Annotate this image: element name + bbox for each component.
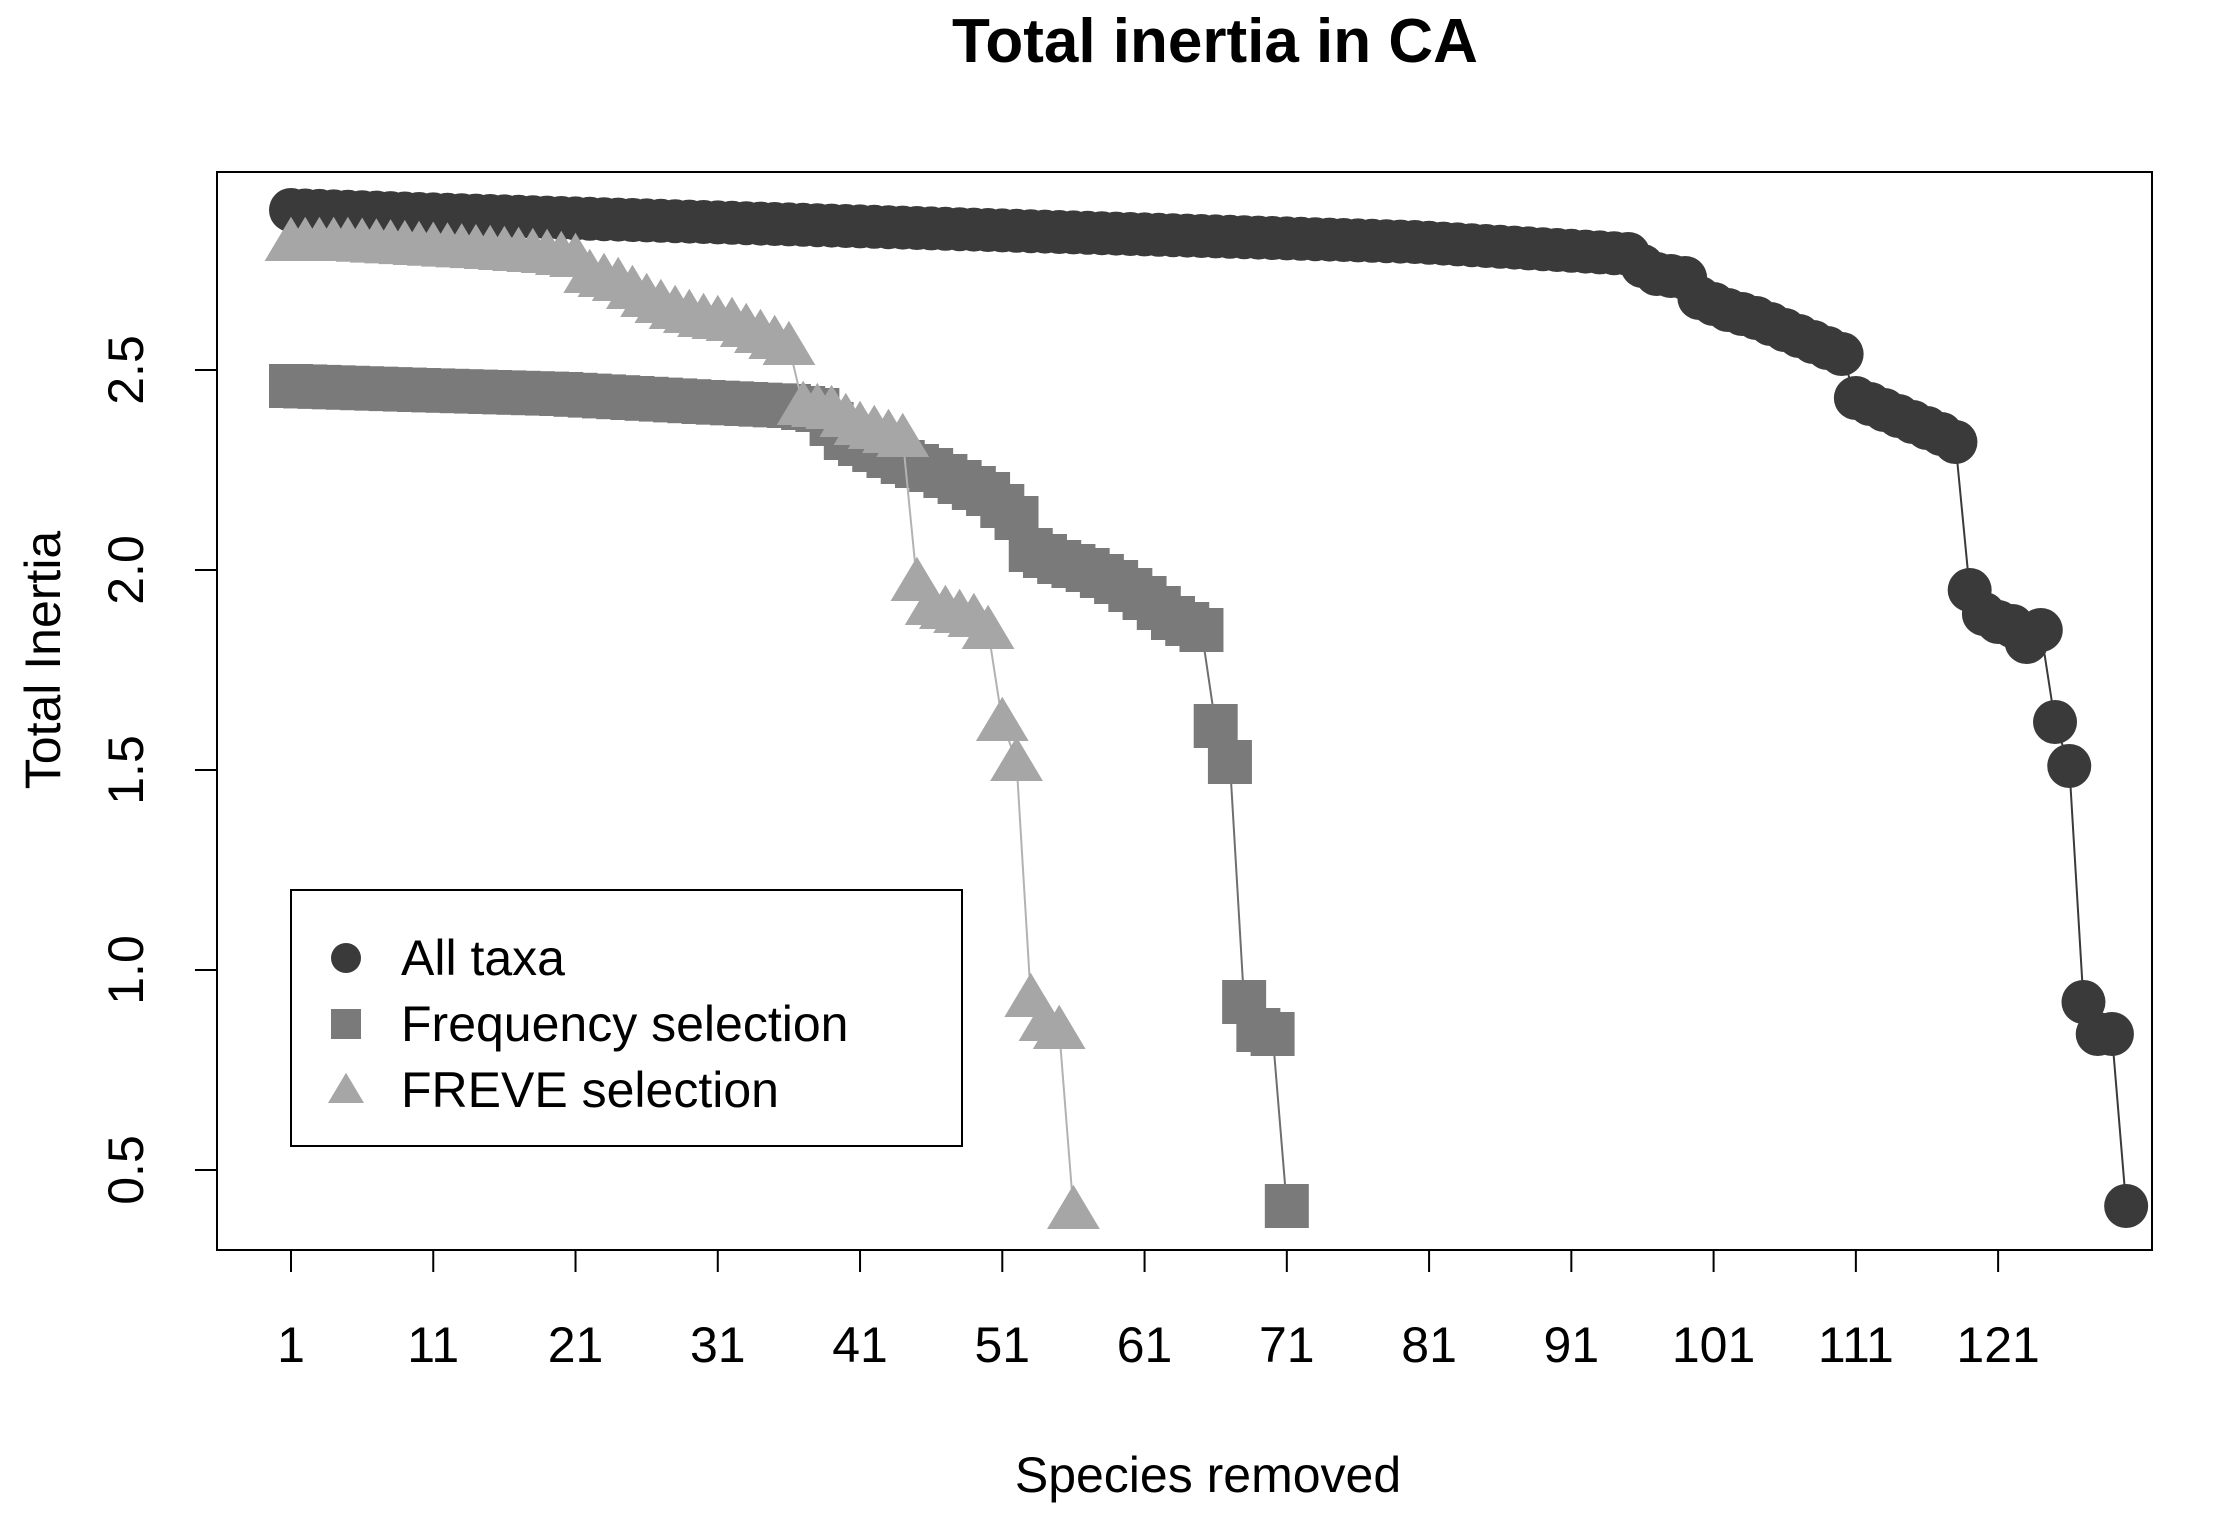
y-tick-label: 2.0 bbox=[98, 535, 154, 605]
y-axis: 0.5 1.0 1.5 2.0 2.5 bbox=[98, 335, 218, 1205]
legend-marker bbox=[331, 1009, 361, 1039]
x-tick-label: 91 bbox=[1544, 1317, 1600, 1373]
x-tick-label: 61 bbox=[1117, 1317, 1173, 1373]
data-point bbox=[1264, 1184, 1309, 1228]
legend-box bbox=[290, 889, 963, 1147]
x-axis-label: Species removed bbox=[1015, 1447, 1401, 1503]
data-point bbox=[2018, 608, 2063, 652]
x-tick-label: 11 bbox=[407, 1317, 459, 1373]
x-tick-label: 101 bbox=[1672, 1317, 1755, 1373]
data-point bbox=[1179, 608, 1224, 652]
x-tick-label: 1 bbox=[277, 1317, 305, 1373]
data-point bbox=[1250, 1012, 1295, 1056]
data-point bbox=[2047, 744, 2092, 788]
x-axis: 1 11 21 31 41 51 61 71 81 91 101 111 121 bbox=[277, 1249, 2040, 1373]
x-tick-label: 41 bbox=[832, 1317, 888, 1373]
x-tick-label: 51 bbox=[974, 1317, 1030, 1373]
data-point bbox=[2104, 1184, 2149, 1228]
data-point bbox=[1032, 1004, 1086, 1049]
data-point bbox=[1819, 332, 1864, 376]
data-point bbox=[1207, 740, 1252, 784]
y-axis-label: Total Inertia bbox=[15, 531, 71, 790]
data-point bbox=[2089, 1012, 2134, 1056]
x-tick-label: 111 bbox=[1818, 1317, 1894, 1373]
legend-label: FREVE selection bbox=[401, 1062, 779, 1118]
x-tick-label: 71 bbox=[1259, 1317, 1315, 1373]
data-point bbox=[2033, 700, 2078, 744]
y-tick-label: 1.0 bbox=[98, 935, 154, 1005]
chart-title: Total inertia in CA bbox=[952, 7, 1478, 76]
legend-label: All taxa bbox=[401, 930, 565, 986]
data-point bbox=[1047, 1184, 1100, 1229]
y-tick-label: 2.5 bbox=[98, 335, 154, 405]
data-point bbox=[961, 604, 1015, 649]
series-frequency-selection bbox=[269, 364, 1309, 1228]
data-point bbox=[975, 696, 1029, 741]
y-tick-label: 0.5 bbox=[98, 1135, 154, 1205]
legend-marker bbox=[331, 943, 361, 973]
legend-marker bbox=[328, 1072, 364, 1103]
legend: All taxa Frequency selection FREVE selecti… bbox=[290, 889, 963, 1147]
x-tick-label: 81 bbox=[1401, 1317, 1457, 1373]
x-tick-label: 21 bbox=[548, 1317, 604, 1373]
x-tick-label: 121 bbox=[1956, 1317, 2039, 1373]
data-point bbox=[1933, 420, 1978, 464]
y-tick-label: 1.5 bbox=[98, 735, 154, 805]
series-layer bbox=[264, 188, 2149, 1229]
data-point bbox=[990, 736, 1043, 781]
data-point bbox=[762, 320, 816, 365]
x-tick-label: 31 bbox=[690, 1317, 746, 1373]
series-freve-selection bbox=[264, 216, 1100, 1229]
series-all-taxa bbox=[269, 188, 2149, 1228]
legend-label: Frequency selection bbox=[401, 996, 848, 1052]
data-point bbox=[876, 412, 930, 457]
